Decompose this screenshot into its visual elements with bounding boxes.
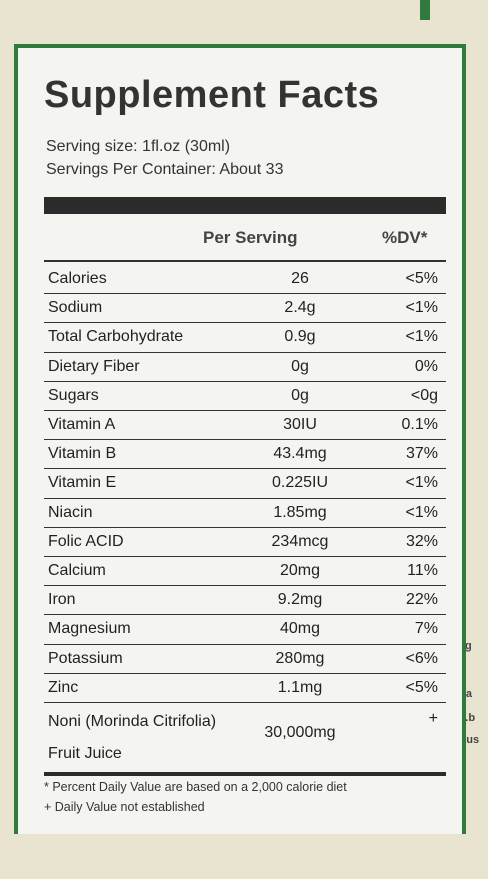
nutrient-name: Dietary Fiber — [48, 357, 140, 375]
row-rule — [44, 643, 446, 645]
packaging-accent — [420, 0, 430, 20]
row-rule — [44, 585, 446, 587]
nutrient-amount: 0.225IU — [271, 474, 329, 492]
serving-size: Serving size: 1fl.oz (30ml) — [46, 138, 231, 155]
row-rule — [44, 380, 446, 382]
daily-value: 11% — [407, 562, 438, 579]
nutrient-name: Vitamin E — [48, 474, 117, 492]
nutrient-name: Sugars — [48, 386, 99, 404]
nutrient-name: Noni (Morinda Citrifolia) Fruit Juice — [48, 713, 217, 762]
nutrient-amount: 2.4g — [284, 299, 316, 317]
daily-value: <5% — [405, 270, 438, 287]
nutrient-name: Folic ACID — [48, 532, 124, 550]
daily-value: 7% — [414, 620, 438, 638]
daily-value: <6% — [405, 649, 438, 667]
nutrient-name: Calcium — [48, 562, 106, 579]
nutrient-name: Magnesium — [48, 620, 131, 638]
row-rule — [44, 556, 446, 557]
nutrient-amount: 30IU — [283, 416, 317, 433]
daily-value: 0.1% — [401, 416, 438, 433]
column-header: %DV* — [382, 228, 428, 247]
nutrient-amount: 1.1mg — [277, 678, 323, 696]
daily-value: <1% — [405, 503, 438, 521]
nutrient-amount: 0g — [291, 386, 309, 404]
row-rule — [44, 702, 446, 703]
nutrient-amount: 234mcg — [271, 532, 329, 550]
daily-value: 32% — [405, 532, 438, 550]
nutrient-name: Vitamin A — [48, 416, 116, 433]
daily-value: <1% — [405, 474, 438, 492]
nutrient-name: Total Carbohydrate — [48, 328, 184, 346]
row-rule — [44, 410, 446, 411]
nutrient-amount: 40mg — [279, 620, 321, 638]
nutrient-amount: 43.4mg — [273, 445, 327, 463]
row-rule — [44, 351, 446, 353]
nutrient-name: Potassium — [48, 649, 123, 667]
nutrient-name: Sodium — [48, 299, 103, 317]
nutrient-amount: 20mg — [279, 562, 321, 579]
row-rule — [44, 260, 446, 262]
row-rule — [44, 672, 446, 674]
nutrient-amount: 9.2mg — [277, 591, 323, 609]
row-rule — [44, 614, 446, 616]
row-rule — [44, 497, 446, 499]
nutrient-name: Calories — [48, 270, 107, 287]
daily-value: 22% — [405, 591, 438, 609]
nutrient-amount: 1.85mg — [273, 503, 327, 521]
row-rule — [44, 322, 446, 324]
divider-bar — [44, 197, 446, 214]
column-header: Per Serving — [203, 228, 298, 247]
footnote: + Daily Value not established — [44, 800, 205, 814]
nutrient-amount: 0.9g — [284, 328, 316, 346]
servings-per-container: Servings Per Container: About 33 — [46, 161, 284, 178]
daily-value: + — [428, 710, 438, 727]
row-rule — [44, 526, 446, 528]
divider-bar — [44, 772, 446, 776]
daily-value: <5% — [405, 678, 438, 696]
row-rule — [44, 293, 446, 295]
nutrient-name: Niacin — [48, 503, 93, 521]
label-title: Supplement Facts — [44, 74, 380, 116]
nutrient-amount: 26 — [291, 270, 309, 287]
footnote: * Percent Daily Value are based on a 2,0… — [44, 780, 347, 794]
nutrient-amount: 30,000mg — [264, 724, 336, 741]
nutrient-name: Iron — [48, 591, 76, 609]
nutrient-name: Zinc — [48, 678, 79, 696]
nutrient-amount: 0g — [291, 357, 309, 375]
daily-value: 37% — [405, 445, 438, 463]
row-rule — [44, 439, 446, 441]
nutrient-amount: 280mg — [275, 649, 325, 667]
daily-value: <0g — [410, 386, 438, 404]
daily-value: 0% — [414, 357, 438, 375]
row-rule — [44, 468, 446, 470]
daily-value: <1% — [405, 328, 438, 346]
nutrient-name: Vitamin B — [48, 445, 117, 463]
daily-value: <1% — [405, 299, 438, 317]
